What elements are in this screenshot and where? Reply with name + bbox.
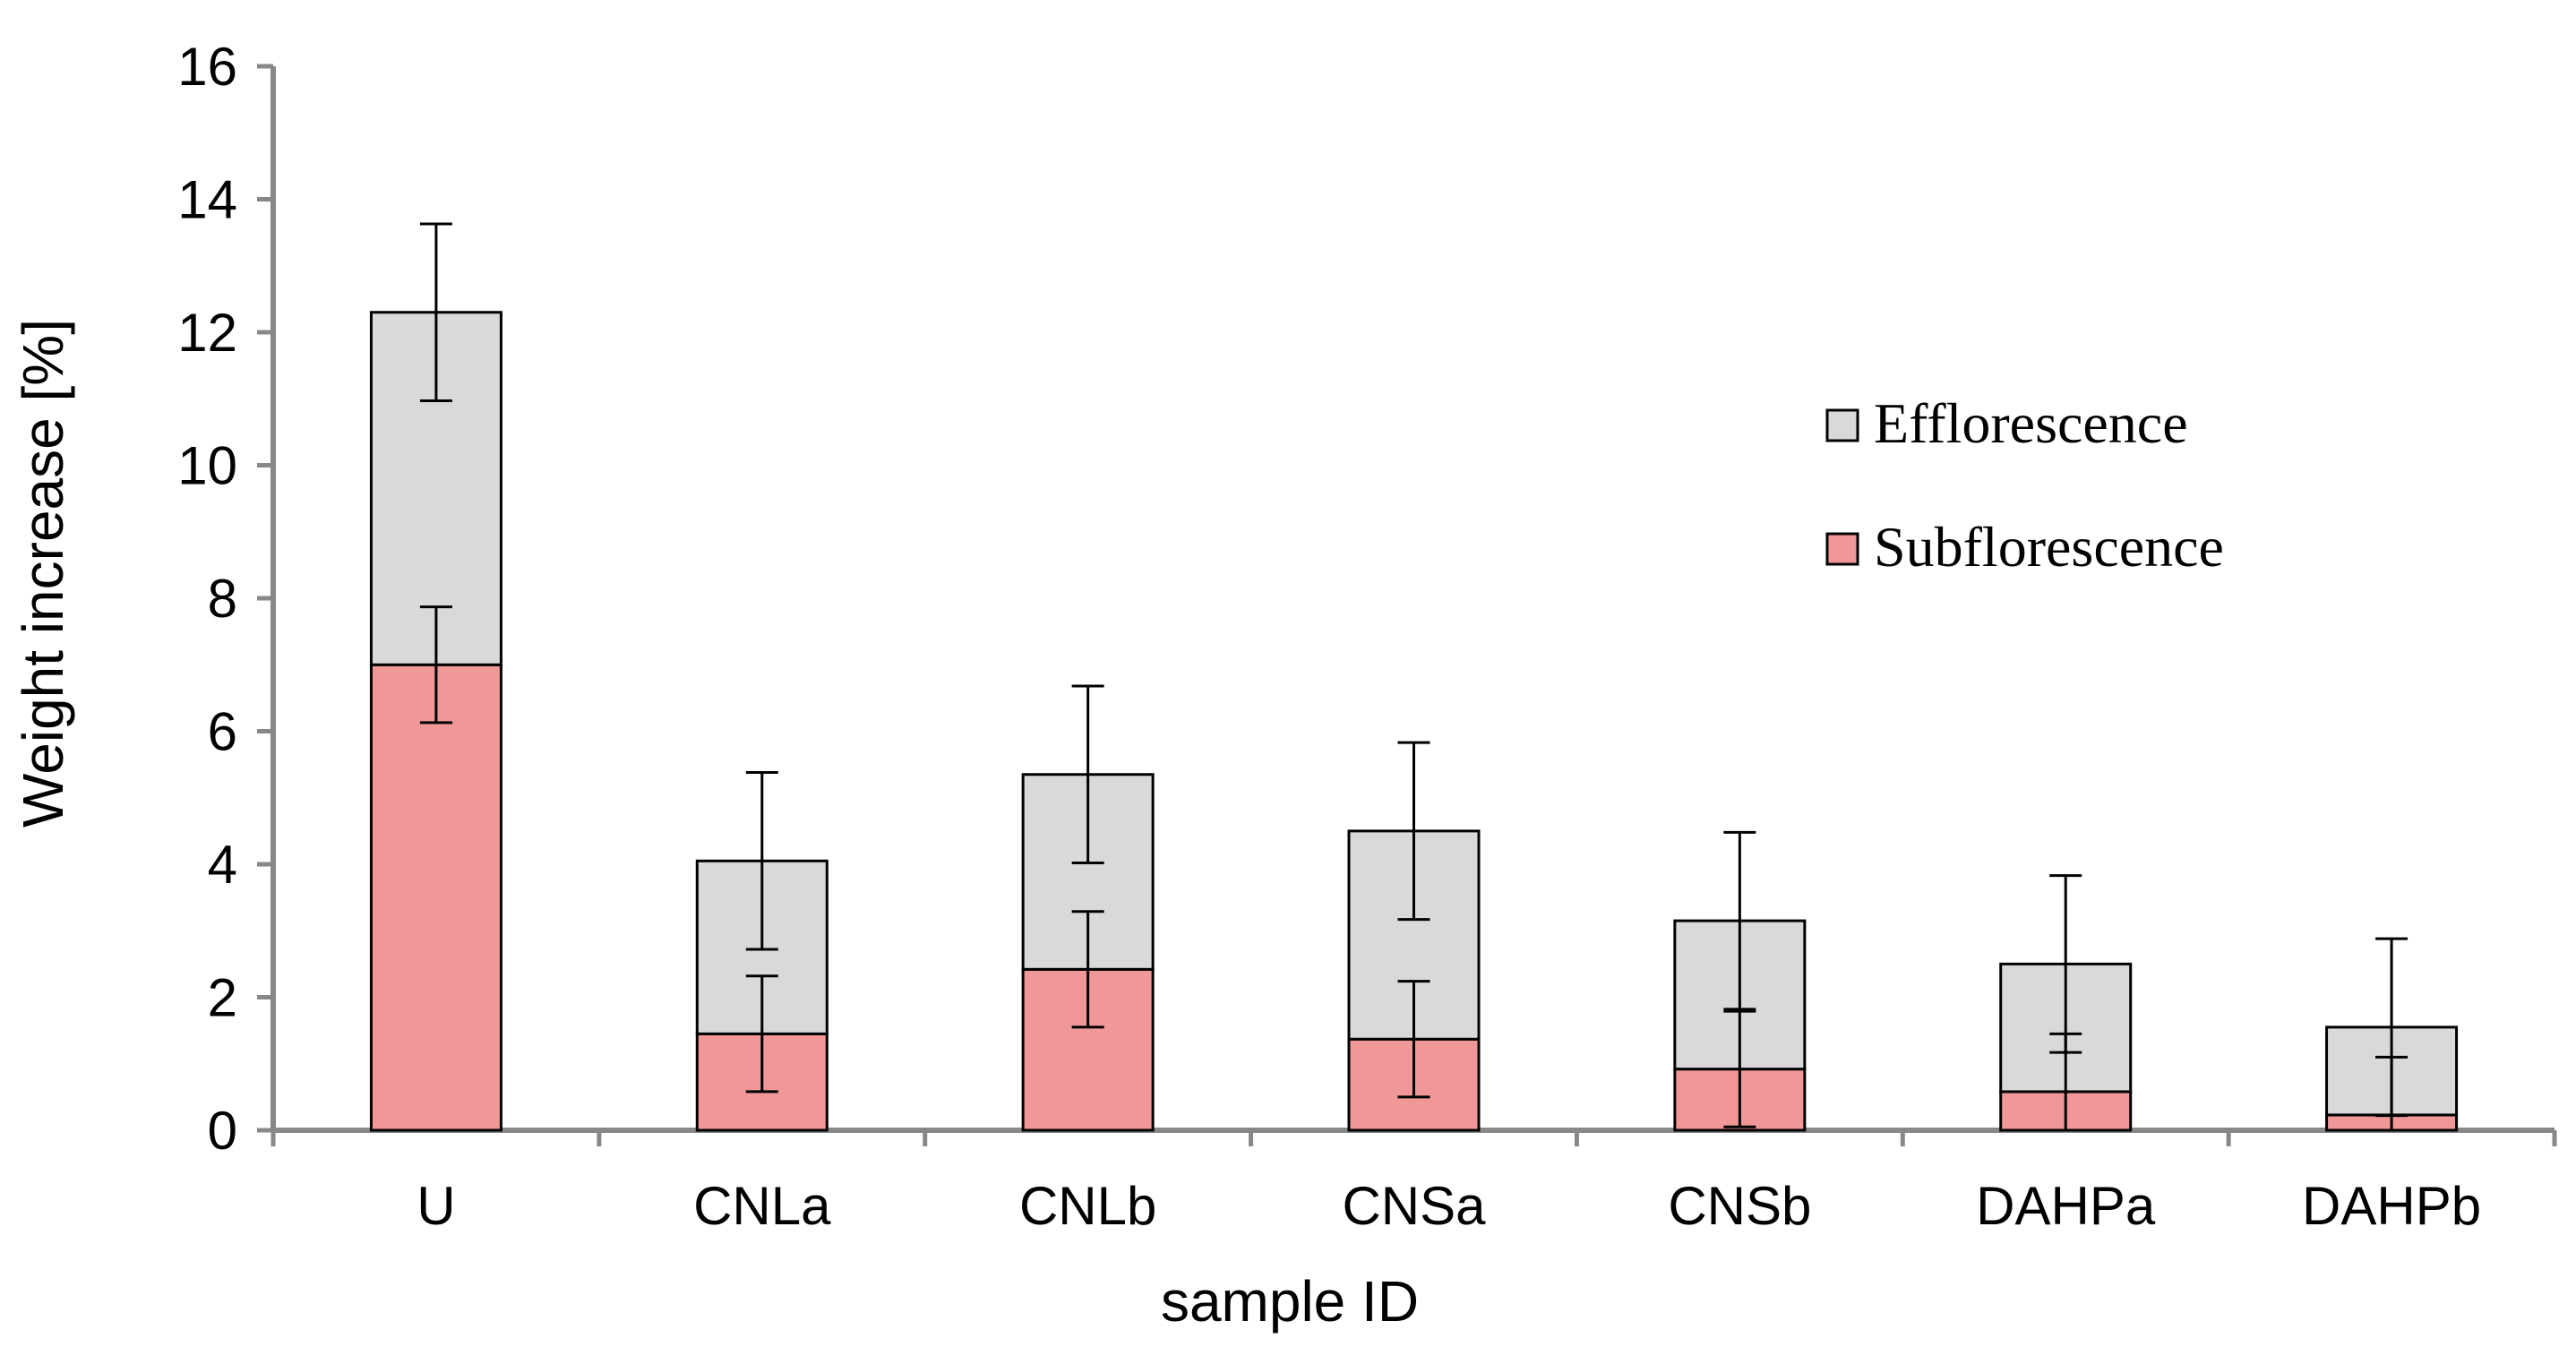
y-tick-label: 0 bbox=[208, 1101, 237, 1161]
x-tick-label: DAHPb bbox=[2302, 1176, 2481, 1236]
legend-label-subflorescence: Subflorescence bbox=[1874, 515, 2224, 579]
error-bar-efflorescence-dahpa bbox=[2049, 874, 2082, 1054]
error-bars bbox=[419, 222, 2409, 1132]
y-axis-title: Weight increase [%] bbox=[11, 319, 75, 828]
legend-label-efflorescence: Efflorescence bbox=[1874, 391, 2188, 455]
x-tick-label: U bbox=[416, 1176, 455, 1236]
y-axis: 0 2 4 6 8 10 12 14 16 bbox=[177, 37, 276, 1161]
x-tick-label: CNSa bbox=[1342, 1176, 1486, 1236]
y-tick-label: 14 bbox=[177, 170, 237, 230]
y-tick-label: 4 bbox=[208, 835, 237, 895]
error-bar-subflorescence-cnla bbox=[745, 974, 778, 1094]
error-bar-efflorescence-u bbox=[419, 222, 452, 402]
legend: Efflorescence Subflorescence bbox=[1825, 391, 2224, 579]
y-tick-label: 12 bbox=[177, 303, 237, 363]
error-bar-efflorescence-cnla bbox=[745, 771, 778, 951]
error-bar-efflorescence-dahpb bbox=[2375, 937, 2409, 1118]
y-tick-label: 8 bbox=[208, 569, 237, 629]
legend-swatch-efflorescence bbox=[1825, 408, 1859, 442]
y-tick-label: 10 bbox=[177, 436, 237, 496]
bar-subflorescence-u bbox=[369, 663, 502, 1132]
error-bar-subflorescence-cnlb bbox=[1071, 910, 1104, 1029]
x-tick-label: CNLb bbox=[1019, 1176, 1156, 1236]
x-tick-label: CNLa bbox=[693, 1176, 831, 1236]
legend-swatch-subflorescence bbox=[1825, 532, 1859, 566]
error-bar-efflorescence-cnsa bbox=[1397, 741, 1430, 922]
x-axis: U CNLa CNLb CNSa CNSb DAHPa DAHPb bbox=[270, 1128, 2557, 1236]
error-bar-subflorescence-u bbox=[419, 605, 452, 725]
x-axis-title: sample ID bbox=[1161, 1269, 1419, 1334]
x-tick-label: DAHPa bbox=[1976, 1176, 2156, 1236]
x-tick-label: CNSb bbox=[1668, 1176, 1811, 1236]
y-tick-label: 6 bbox=[208, 702, 237, 762]
y-tick-label: 2 bbox=[208, 968, 237, 1028]
error-bar-subflorescence-cnsa bbox=[1397, 980, 1430, 1099]
error-bar-subflorescence-cnsb bbox=[1723, 1009, 1756, 1128]
error-bar-efflorescence-cnsb bbox=[1723, 830, 1756, 1011]
y-tick-label: 16 bbox=[177, 37, 237, 97]
error-bar-efflorescence-cnlb bbox=[1071, 684, 1104, 865]
